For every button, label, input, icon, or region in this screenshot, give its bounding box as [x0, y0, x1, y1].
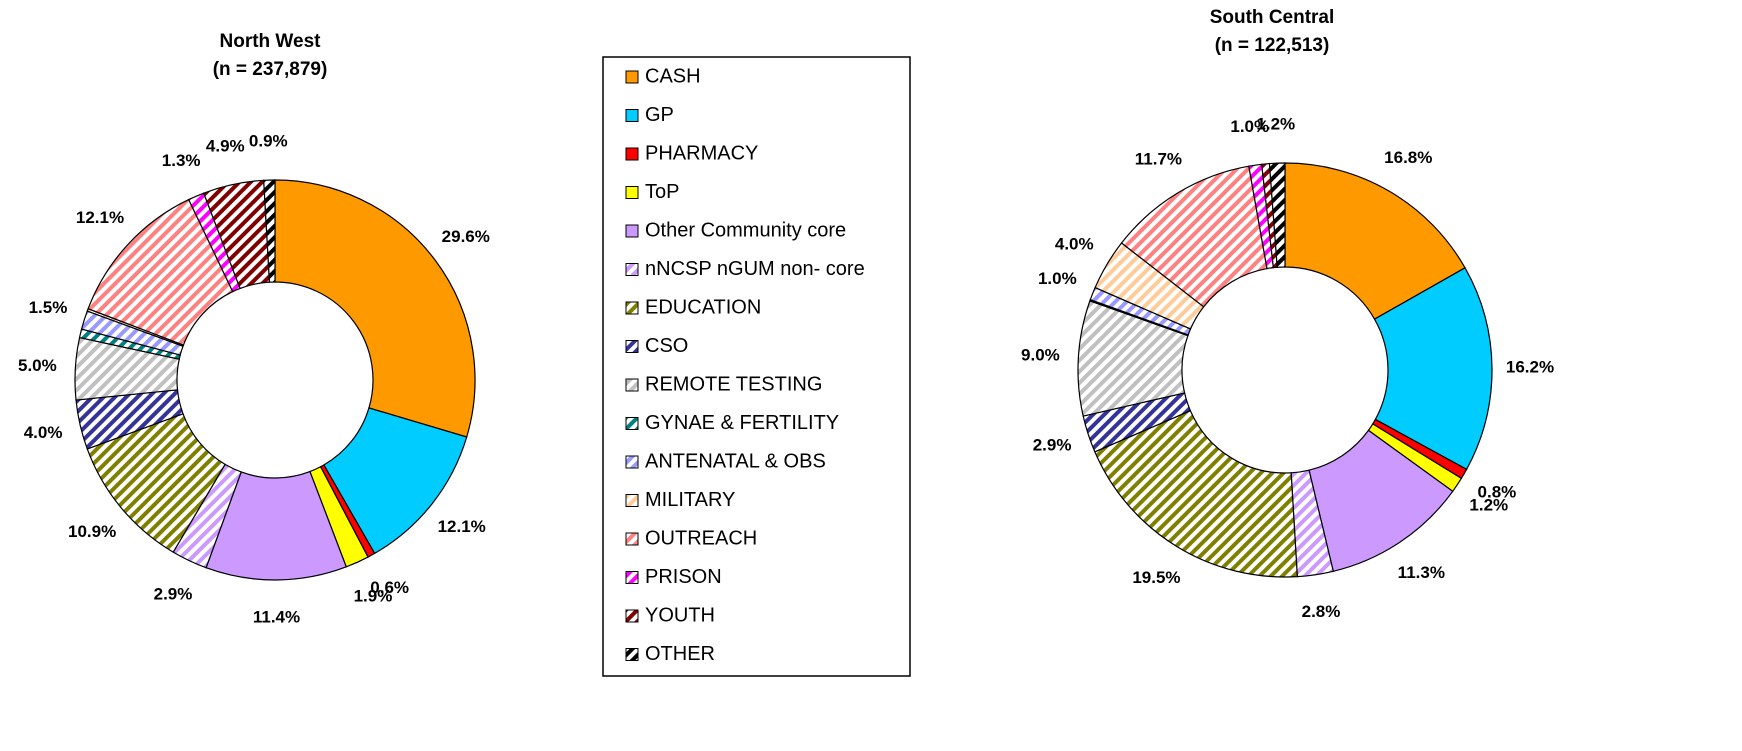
legend-label: GYNAE & FERTILITY [645, 412, 839, 434]
legend-swatch [625, 224, 639, 238]
legend-swatch [625, 609, 639, 623]
data-label: 12.1% [438, 517, 486, 536]
legend-swatch [625, 109, 639, 122]
data-label: 1.3% [162, 151, 201, 170]
data-label: 1.0% [1230, 117, 1269, 136]
legend-label: OUTREACH [645, 527, 757, 549]
legend-swatch [625, 301, 639, 315]
data-label: 4.9% [206, 137, 245, 156]
legend-swatch [625, 648, 639, 661]
slice [1373, 266, 1493, 471]
legend-swatch [625, 417, 639, 430]
data-label: 0.8% [1478, 482, 1517, 501]
slice [1284, 162, 1466, 320]
data-label: 16.2% [1506, 358, 1554, 377]
legend-label: OTHER [645, 643, 715, 665]
legend-swatch [625, 378, 639, 392]
legend-swatch [625, 571, 639, 584]
data-label: 2.9% [154, 585, 193, 604]
legend-label: ToP [645, 181, 679, 203]
legend-swatch [625, 147, 639, 161]
legend-label: ANTENATAL & OBS [645, 450, 826, 472]
slice [263, 179, 276, 283]
legend-label: YOUTH [645, 604, 715, 626]
data-label: 10.9% [68, 522, 116, 541]
data-label: 1.5% [29, 298, 68, 317]
data-label: 5.0% [18, 356, 57, 375]
data-label: 11.3% [1398, 563, 1445, 582]
data-label: 16.8% [1384, 148, 1432, 167]
data-label: 19.5% [1132, 568, 1180, 587]
legend-box [602, 56, 911, 677]
legend-swatch [625, 186, 639, 199]
legend-swatch [625, 70, 639, 84]
data-label: 11.7% [1135, 150, 1182, 169]
legend-label: GP [645, 104, 674, 126]
legend-label: REMOTE TESTING [645, 373, 822, 395]
data-label: 11.4% [253, 607, 300, 626]
data-label: 2.9% [1033, 435, 1072, 454]
legend-label: PHARMACY [645, 142, 758, 164]
data-label: 1.2% [1256, 115, 1295, 134]
chart-title: South Central [1210, 7, 1335, 28]
data-label: 0.9% [249, 132, 288, 151]
legend-label: CASH [645, 65, 701, 87]
data-label: 4.0% [1055, 235, 1094, 254]
chart-title: North West [220, 31, 322, 52]
data-label: 1.9% [354, 586, 393, 605]
slice [1268, 162, 1286, 268]
legend-label: CSO [645, 335, 688, 357]
legend-label: MILITARY [645, 489, 735, 511]
chart-subtitle: (n = 122,513) [1215, 35, 1330, 56]
chart-subtitle: (n = 237,879) [213, 59, 328, 80]
data-label: 2.8% [1302, 602, 1341, 621]
data-label: 12.1% [76, 208, 124, 227]
slice [274, 179, 476, 438]
data-label: 1.2% [1469, 495, 1508, 514]
legend-label: Other Community core [645, 219, 846, 241]
legend-label: nNCSP nGUM non- core [645, 258, 865, 280]
data-label: 1.0% [1038, 269, 1077, 288]
legend-swatch [625, 494, 639, 507]
data-label: 29.6% [442, 227, 490, 246]
data-label: 9.0% [1021, 345, 1060, 364]
data-label: 0.6% [370, 578, 409, 597]
legend-swatch [625, 532, 639, 546]
legend-swatch [625, 455, 639, 469]
legend-label: PRISON [645, 566, 722, 588]
legend-label: EDUCATION [645, 296, 761, 318]
slice [1094, 409, 1298, 578]
legend-swatch [625, 340, 639, 353]
data-label: 4.0% [24, 423, 63, 442]
legend-swatch [625, 263, 639, 276]
